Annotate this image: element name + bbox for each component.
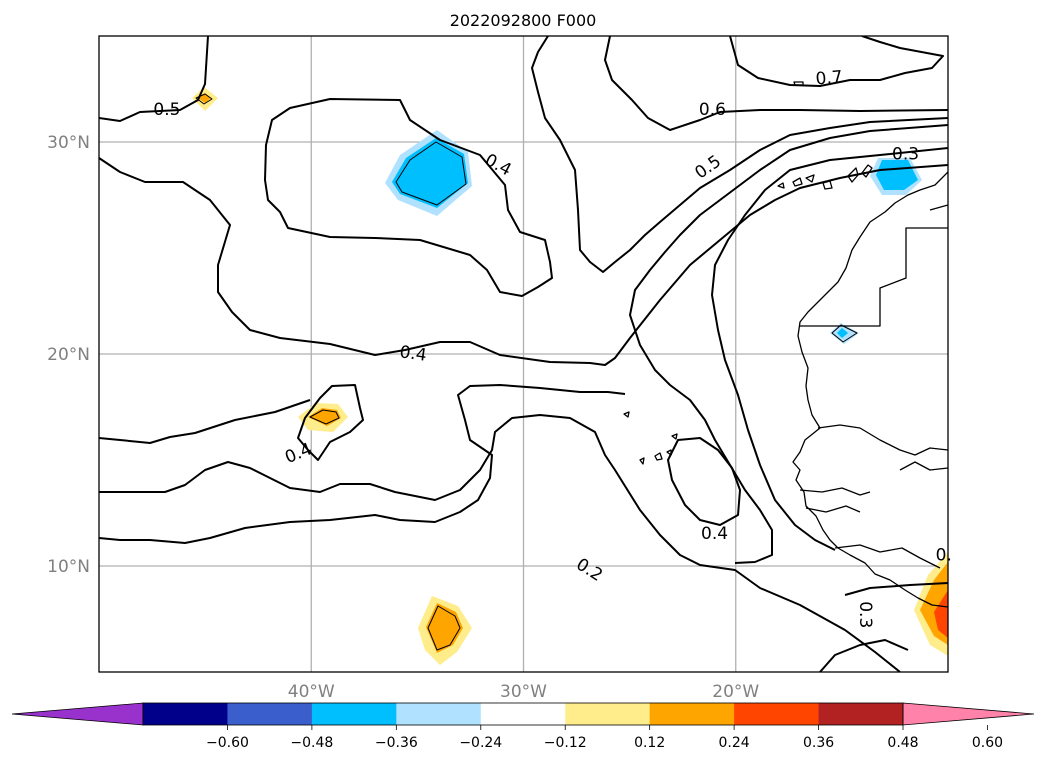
chart-title: 2022092800 F000 — [450, 11, 597, 30]
gridlines — [99, 36, 948, 672]
contour-line — [264, 98, 553, 297]
country-border — [817, 424, 948, 456]
country-border — [799, 487, 871, 496]
contour-line — [297, 384, 364, 461]
island — [861, 164, 873, 178]
colorbar-tick-label: −0.12 — [544, 735, 587, 751]
lon-tick-label: 40°W — [288, 682, 335, 702]
contour-label: 0.3 — [892, 145, 919, 165]
contour-line — [729, 36, 944, 87]
colorbar-frame — [142, 702, 904, 726]
island — [805, 174, 815, 183]
country-border — [899, 461, 948, 471]
colorbar-segment — [396, 703, 482, 725]
contour-label: 0.3 — [855, 601, 875, 628]
contour-line — [629, 124, 948, 564]
contour-line — [711, 147, 948, 551]
contour-label: 0. — [936, 545, 952, 565]
colorbar: −0.60 −0.48 −0.36 −0.24 −0.12 0.12 0.24 0.36 0.4… — [11, 702, 1035, 751]
positive-anomaly-core — [308, 408, 341, 426]
lon-tick-label: 20°W — [712, 682, 759, 702]
island — [792, 177, 803, 187]
contour-line — [99, 157, 948, 366]
contour-line — [831, 324, 858, 343]
colorbar-tick-label: −0.36 — [375, 735, 418, 751]
colorbar-segment — [565, 703, 651, 725]
island — [671, 433, 678, 440]
island — [639, 457, 645, 465]
contour-line — [819, 639, 909, 672]
lat-tick-label: 30°N — [47, 133, 90, 153]
colorbar-tick-label: −0.60 — [206, 735, 249, 751]
country-border — [834, 544, 941, 569]
colorbar-segment — [818, 703, 904, 725]
contour-line — [99, 414, 901, 672]
contour-line — [99, 36, 209, 122]
positive-anomaly-strong — [934, 590, 948, 638]
lat-tick-label: 10°N — [47, 557, 90, 577]
contour-label: 0.6 — [699, 100, 726, 120]
axis-tick-labels: 40°W 30°W 20°W 10°N 20°N 30°N — [47, 133, 759, 702]
contour-line — [99, 399, 311, 444]
colorbar-tick-label: 0.48 — [887, 735, 918, 751]
contour-line — [309, 409, 340, 425]
colorbar-tick-label: −0.24 — [459, 735, 502, 751]
colorbar-segment — [143, 703, 228, 725]
island — [654, 452, 663, 461]
coastlines — [623, 81, 948, 608]
negative-anomaly-core — [837, 328, 848, 338]
negative-anomaly-core — [392, 138, 468, 208]
contour-line — [427, 605, 461, 651]
colorbar-tick-label: 0.36 — [803, 735, 834, 751]
contour-line — [667, 437, 741, 526]
contour-line — [844, 582, 948, 596]
country-border — [805, 505, 861, 513]
lon-tick-label: 30°W — [500, 682, 547, 702]
contour-line — [395, 141, 467, 206]
colorbar-segment — [311, 703, 397, 725]
contour-line — [604, 36, 948, 131]
colorbar-tick-label: 0.24 — [719, 735, 750, 751]
colorbar-tick-label: 0.12 — [634, 735, 665, 751]
colorbar-segment — [480, 703, 566, 725]
colorbar-segment — [227, 703, 313, 725]
contour-lines — [99, 36, 948, 672]
country-border — [800, 227, 948, 327]
contour-line — [195, 93, 213, 105]
contour-line — [99, 384, 626, 544]
map-frame — [98, 35, 949, 673]
colorbar-tick-label: −0.48 — [290, 735, 333, 751]
island — [777, 182, 785, 189]
colorbar-segment — [734, 703, 819, 725]
colorbar-extend-low — [11, 702, 144, 726]
contour-label: 0.4 — [398, 342, 428, 366]
lat-tick-label: 20°N — [47, 345, 90, 365]
anomaly-shading — [192, 87, 948, 665]
colorbar-extend-high — [902, 702, 1035, 726]
contour-line — [531, 36, 948, 273]
contour-label: 0.5 — [153, 100, 180, 120]
island — [623, 411, 630, 418]
colorbar-tick-label: 0.60 — [972, 735, 1003, 751]
africa-coastline — [792, 171, 948, 608]
colorbar-segment — [649, 703, 735, 725]
contour-label: 0.4 — [701, 524, 728, 544]
country-border — [929, 204, 948, 211]
contour-label: 0.7 — [815, 67, 844, 89]
